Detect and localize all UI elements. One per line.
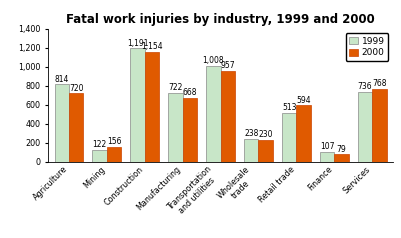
Text: 957: 957	[221, 61, 235, 70]
Bar	[334, 154, 348, 162]
Bar	[145, 52, 159, 162]
Bar	[107, 147, 121, 162]
Text: 513: 513	[282, 103, 296, 112]
Bar	[182, 98, 197, 162]
Bar	[55, 84, 69, 162]
Text: 1,154: 1,154	[141, 42, 163, 51]
Text: 107: 107	[320, 142, 334, 151]
Bar	[130, 49, 145, 162]
Bar	[358, 92, 372, 162]
Text: 156: 156	[107, 137, 122, 146]
Text: 1,008: 1,008	[203, 56, 224, 65]
Text: 1,191: 1,191	[127, 39, 148, 48]
Text: 768: 768	[372, 79, 387, 88]
Legend: 1999, 2000: 1999, 2000	[346, 33, 389, 61]
Bar	[93, 150, 107, 162]
Text: 79: 79	[336, 144, 346, 154]
Bar	[168, 93, 182, 162]
Text: 814: 814	[55, 74, 69, 84]
Text: 722: 722	[168, 83, 182, 92]
Bar	[221, 71, 235, 162]
Text: 230: 230	[258, 130, 273, 139]
Bar	[244, 139, 259, 162]
Bar	[296, 105, 311, 162]
Bar	[372, 89, 387, 162]
Text: 238: 238	[244, 129, 258, 139]
Bar	[206, 66, 221, 162]
Bar	[259, 140, 273, 162]
Bar	[69, 93, 83, 162]
Bar	[320, 152, 334, 162]
Text: 122: 122	[93, 140, 107, 149]
Text: 668: 668	[182, 89, 197, 98]
Title: Fatal work injuries by industry, 1999 and 2000: Fatal work injuries by industry, 1999 an…	[66, 13, 375, 26]
Text: 594: 594	[296, 95, 311, 104]
Text: 736: 736	[358, 82, 372, 91]
Bar	[282, 113, 296, 162]
Text: 720: 720	[69, 84, 83, 93]
